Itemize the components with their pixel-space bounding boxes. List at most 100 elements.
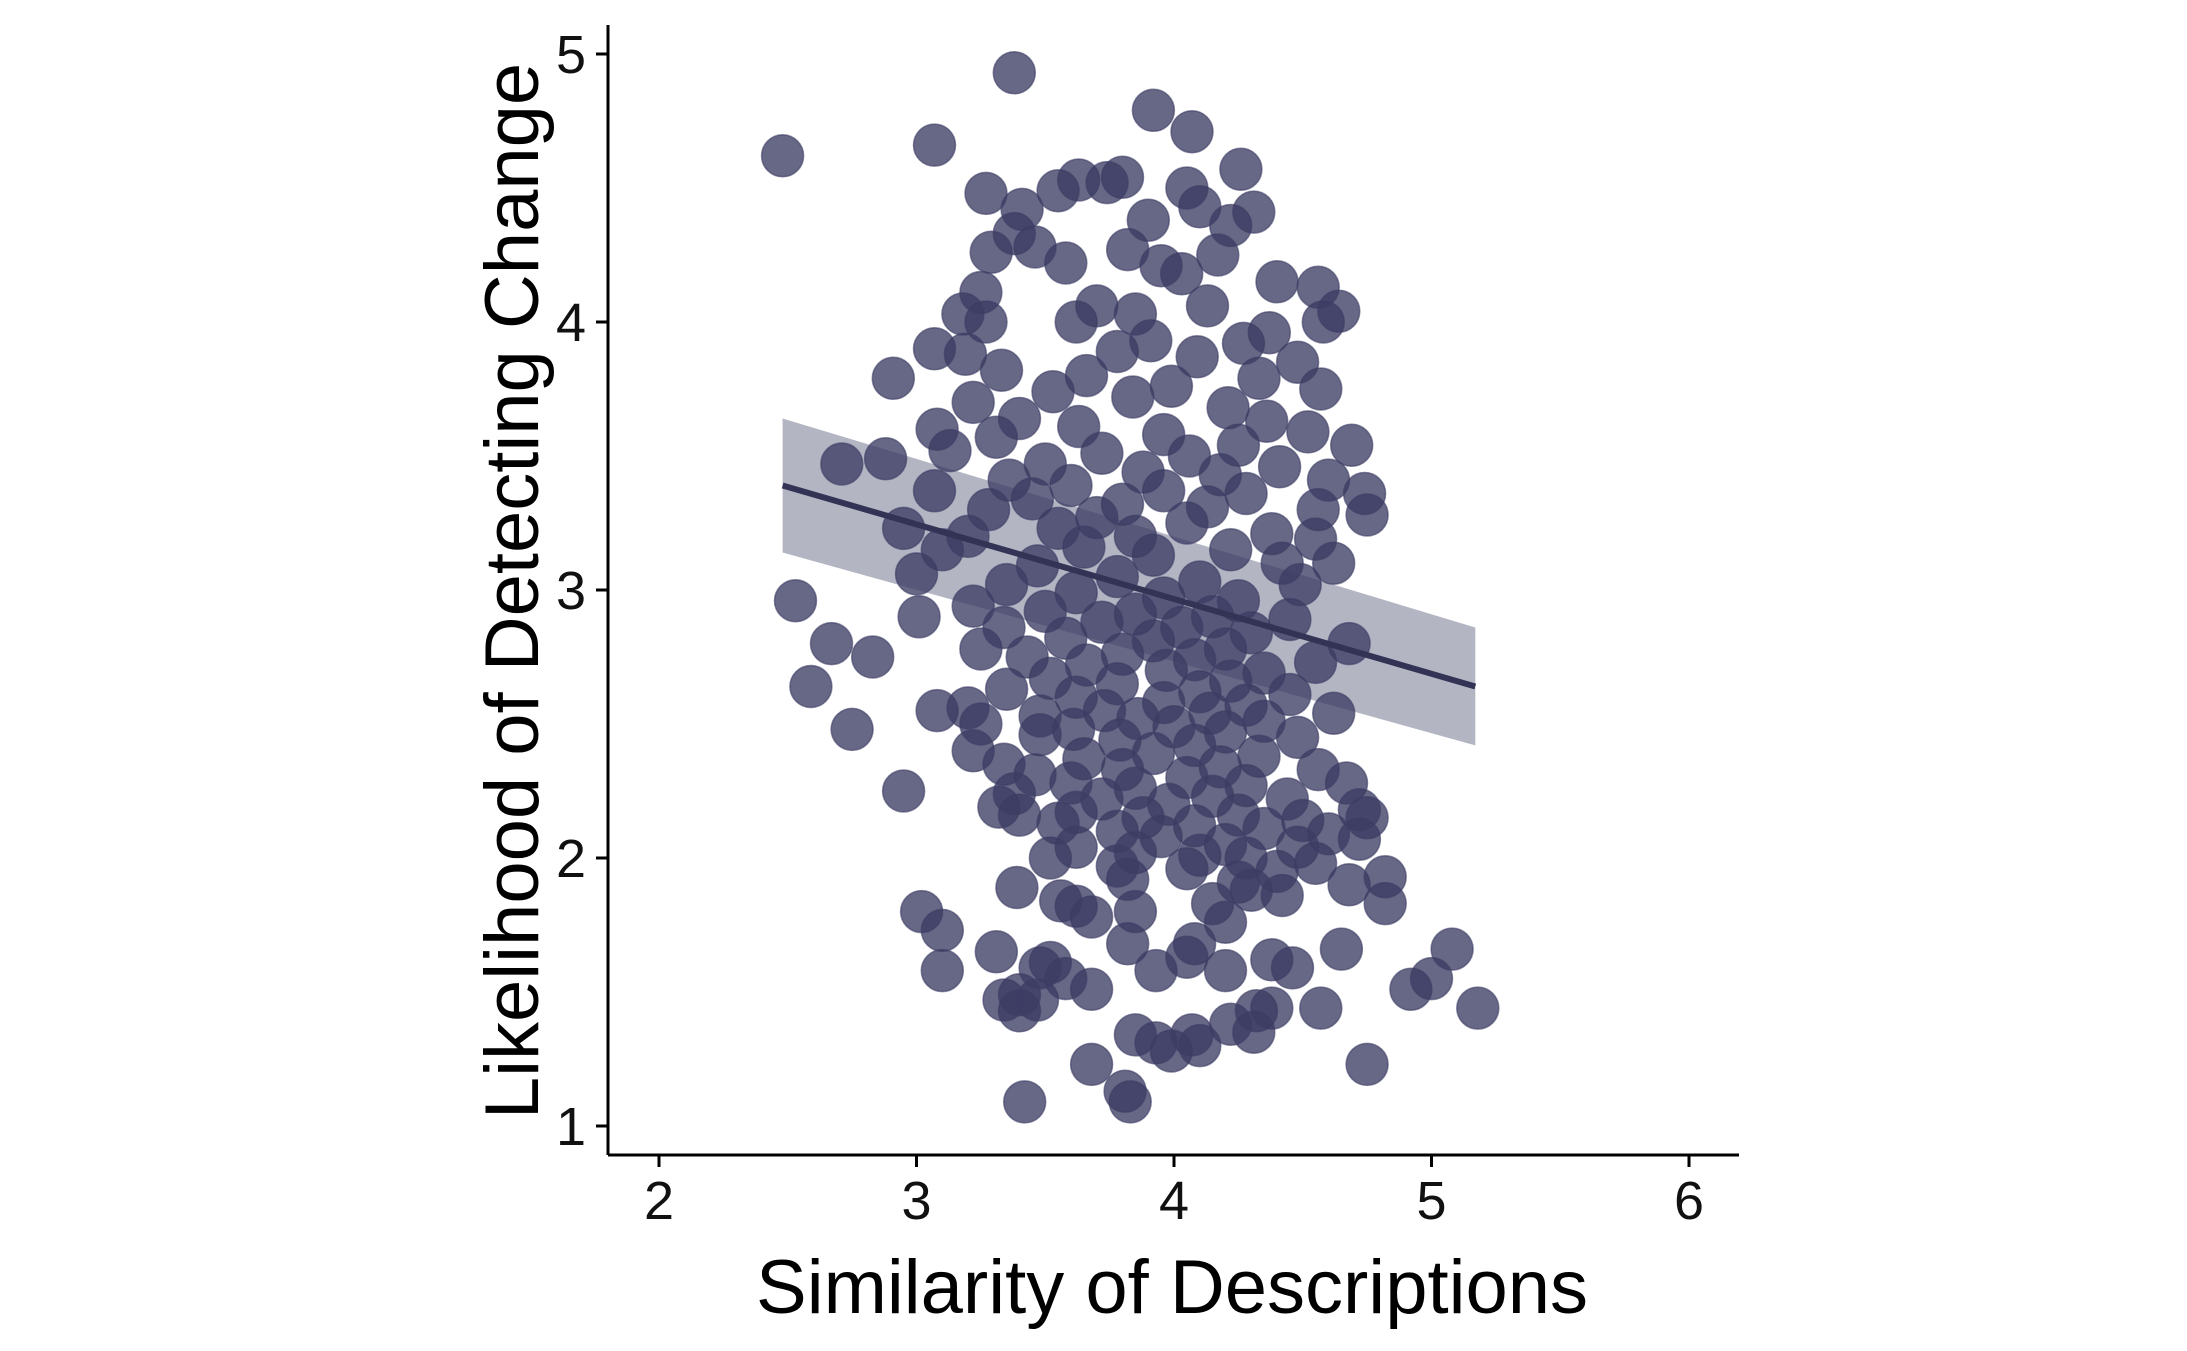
data-point — [1203, 900, 1248, 945]
data-point — [1203, 948, 1248, 993]
y-axis-title: Likelihood of Detecting Change — [470, 63, 555, 1119]
data-point — [1260, 873, 1304, 918]
data-point — [760, 134, 805, 178]
data-point — [964, 171, 1008, 216]
data-point — [1311, 691, 1356, 736]
x-tick-label: 3 — [901, 1171, 931, 1231]
data-point — [863, 436, 908, 481]
data-point — [1268, 672, 1312, 717]
data-point — [1134, 948, 1178, 993]
data-point — [912, 469, 957, 513]
data-point — [820, 442, 864, 486]
data-point — [1069, 895, 1114, 939]
data-point — [974, 930, 1019, 974]
data-point — [894, 552, 939, 596]
data-point — [1456, 986, 1500, 1030]
data-point — [1219, 147, 1263, 191]
data-point — [1389, 967, 1433, 1012]
data-point — [951, 380, 995, 425]
x-axis-title: Similarity of Descriptions — [756, 1245, 1588, 1330]
data-point — [928, 428, 972, 473]
data-point — [974, 415, 1019, 459]
axes — [596, 25, 1739, 1167]
data-point — [1319, 927, 1364, 971]
data-point — [1149, 1029, 1194, 1073]
data-point — [979, 348, 1024, 392]
data-point — [1165, 846, 1209, 891]
data-point — [1131, 88, 1176, 133]
data-point — [1149, 364, 1194, 409]
data-point — [959, 627, 1003, 671]
data-point — [871, 356, 916, 401]
regression-line — [781, 482, 1477, 690]
data-point — [1363, 881, 1407, 926]
data-point — [809, 621, 854, 666]
data-point — [1345, 1042, 1389, 1087]
data-point — [1049, 463, 1093, 508]
data-point — [1224, 471, 1268, 516]
data-point — [984, 667, 1029, 711]
data-point — [1010, 477, 1055, 521]
data-point — [1206, 386, 1250, 430]
y-tick-label: 5 — [556, 25, 586, 85]
data-point — [992, 51, 1037, 95]
data-point — [1337, 817, 1382, 861]
x-tick-label: 2 — [644, 1171, 674, 1231]
y-tick-label: 1 — [556, 1097, 586, 1157]
data-point — [995, 865, 1039, 910]
data-point — [997, 793, 1042, 837]
data-point — [1208, 528, 1253, 572]
x-tick-label: 4 — [1159, 1171, 1189, 1231]
y-tick-label: 4 — [556, 293, 586, 353]
data-point — [984, 562, 1029, 607]
data-point — [1031, 369, 1075, 414]
data-point — [1301, 300, 1346, 344]
data-point — [1244, 399, 1289, 443]
data-point — [1111, 375, 1155, 419]
data-point — [1232, 1010, 1276, 1054]
data-point — [1080, 431, 1124, 476]
data-point — [789, 664, 833, 709]
data-point — [1175, 335, 1219, 379]
data-point — [1159, 252, 1204, 296]
data-point — [1165, 501, 1209, 545]
x-tick-label: 6 — [1674, 1171, 1704, 1231]
data-point — [1196, 233, 1240, 277]
data-point — [1185, 284, 1230, 328]
points-layer — [760, 51, 1500, 1124]
data-point — [920, 948, 965, 993]
data-point — [951, 584, 995, 628]
data-point — [1286, 410, 1330, 454]
data-point — [1069, 967, 1114, 1012]
data-point — [1062, 525, 1106, 569]
data-point — [1141, 469, 1186, 513]
data-point — [1100, 155, 1145, 200]
data-point — [1018, 712, 1062, 757]
data-point — [1327, 863, 1371, 907]
data-point — [830, 707, 874, 752]
data-point — [1131, 533, 1176, 577]
data-point — [943, 332, 988, 376]
data-point — [1080, 600, 1124, 644]
y-tick-label: 2 — [556, 829, 586, 889]
data-point — [1329, 423, 1374, 468]
data-point — [920, 908, 965, 953]
data-point — [1095, 329, 1140, 374]
x-tick-label: 5 — [1416, 1171, 1446, 1231]
data-point — [1237, 356, 1281, 401]
data-point — [1028, 836, 1073, 880]
data-point — [1255, 260, 1299, 304]
data-point — [1036, 168, 1080, 213]
data-point — [897, 595, 941, 639]
data-point — [1108, 1080, 1152, 1124]
data-point — [881, 769, 926, 813]
fit-line-layer — [781, 482, 1477, 690]
data-point — [1054, 300, 1098, 344]
data-point — [850, 635, 895, 679]
data-point — [1275, 715, 1320, 760]
data-point — [1170, 109, 1214, 154]
data-point — [1299, 367, 1343, 411]
data-point — [915, 688, 959, 733]
